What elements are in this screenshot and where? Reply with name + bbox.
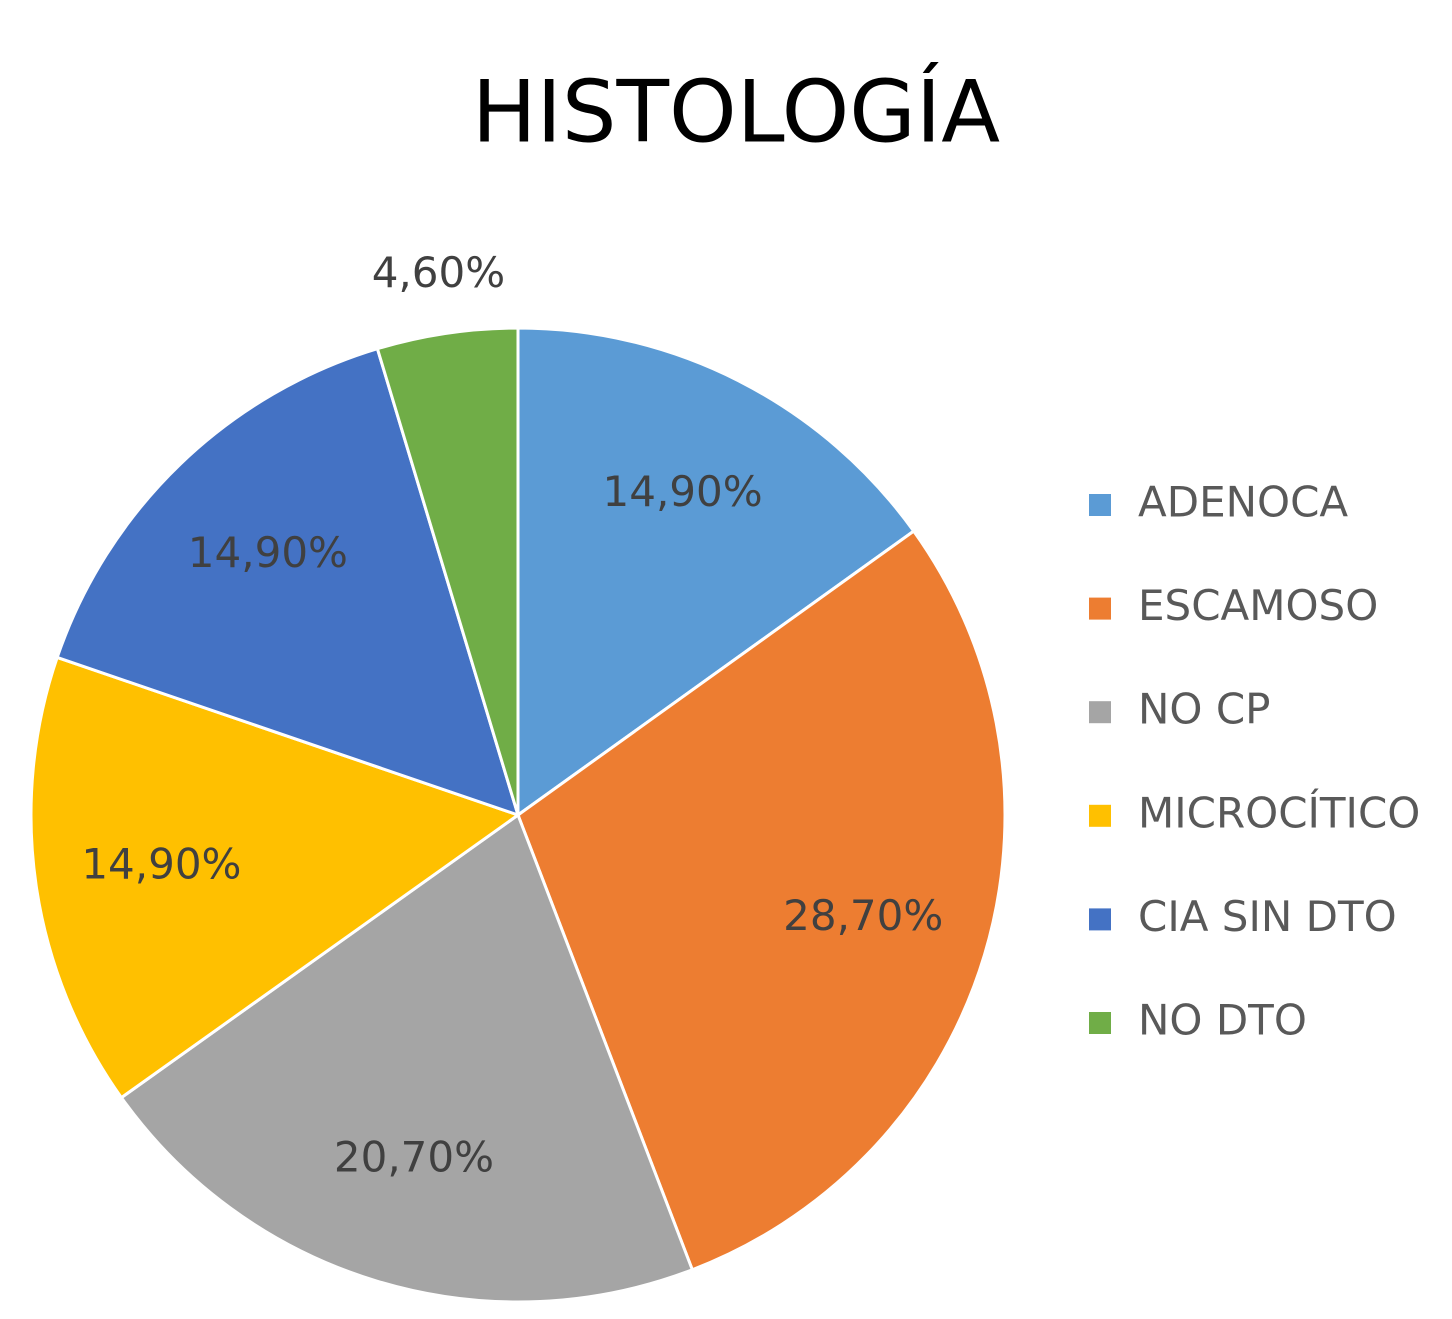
legend-label: ADENOCA xyxy=(1138,478,1348,527)
legend-swatch xyxy=(1089,494,1111,516)
legend-label: CIA SIN DTO xyxy=(1138,892,1397,941)
legend-label: NO CP xyxy=(1138,685,1270,734)
pie-slice xyxy=(516,326,916,818)
pie-slice xyxy=(516,529,1007,1272)
pie-slice xyxy=(119,812,695,1304)
legend-label: MICROCÍTICO xyxy=(1138,787,1420,837)
data-label: 14,90% xyxy=(81,840,241,889)
legend-swatch xyxy=(1089,701,1111,724)
data-label: 4,60% xyxy=(372,248,505,297)
legend-swatch xyxy=(1089,908,1111,931)
legend-label: ESCAMOSO xyxy=(1138,581,1378,630)
legend-swatch xyxy=(1089,597,1111,620)
data-label: 28,70% xyxy=(783,891,943,940)
legend-swatch xyxy=(1089,1012,1111,1034)
pie-slice xyxy=(29,655,522,1100)
data-label: 20,70% xyxy=(334,1133,494,1182)
legend-label: NO DTO xyxy=(1138,996,1307,1045)
pie-slice xyxy=(375,326,520,816)
chart-title: HISTOLOGÍA xyxy=(472,61,1000,162)
legend-swatch xyxy=(1089,804,1111,827)
pie-slice xyxy=(55,346,521,818)
data-label: 14,90% xyxy=(188,528,348,577)
data-label: 14,90% xyxy=(603,467,763,516)
